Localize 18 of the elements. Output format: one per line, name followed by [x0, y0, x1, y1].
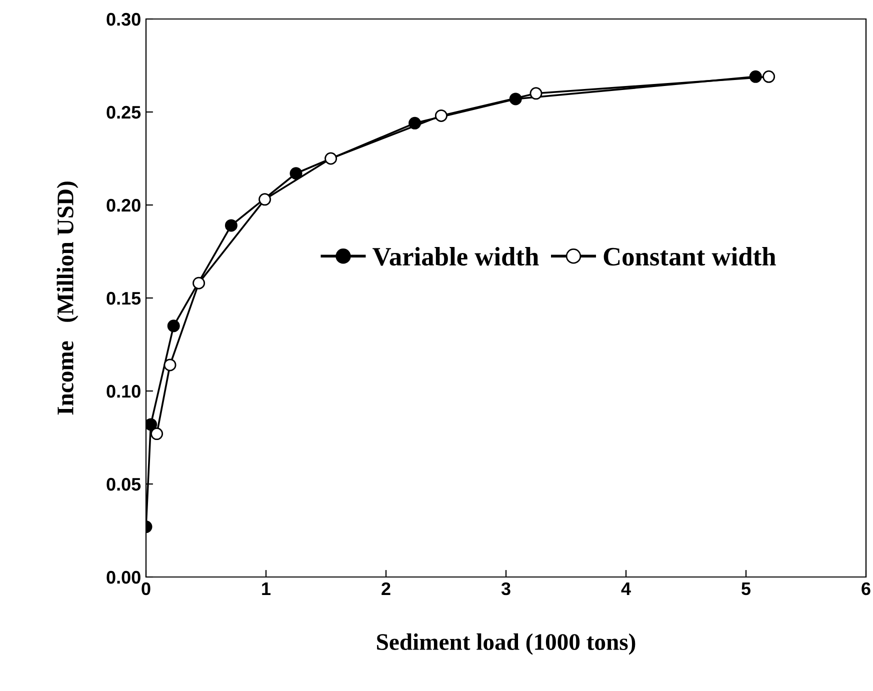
x-tick-label: 4 — [621, 582, 631, 595]
x-tick-label: 1 — [262, 582, 271, 595]
legend-label: Variable width — [372, 247, 539, 266]
y-tick-label: 0.00 — [106, 570, 140, 584]
y-axis-title: Income (Million USD) — [56, 182, 78, 415]
x-tick-label: 3 — [501, 582, 510, 596]
x-tick-label: 6 — [862, 582, 870, 596]
y-tick-label: 0.30 — [106, 12, 140, 26]
y-tick-label: 0.25 — [106, 106, 141, 119]
x-axis-title: Sediment load (1000 tons) — [377, 633, 636, 655]
legend-label: Constant width — [604, 247, 776, 266]
y-tick-label: 0.15 — [106, 292, 141, 305]
x-tick-label: 2 — [382, 582, 390, 595]
y-tick-label: 0.20 — [106, 198, 140, 212]
y-tick-label: 0.05 — [106, 478, 141, 491]
x-tick-label: 0 — [142, 582, 150, 596]
x-tick-label: 5 — [742, 582, 751, 596]
y-tick-label: 0.10 — [106, 384, 140, 398]
